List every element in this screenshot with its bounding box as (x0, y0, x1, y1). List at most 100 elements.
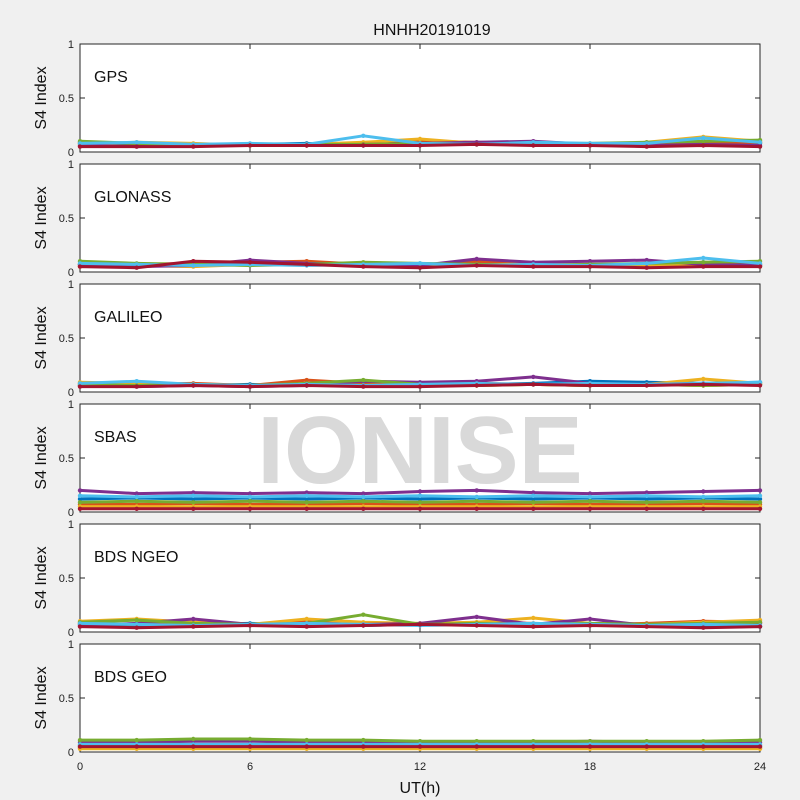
data-point (587, 259, 593, 264)
data-point (644, 261, 649, 266)
data-point (134, 384, 139, 389)
data-point (191, 496, 196, 502)
data-point (304, 262, 309, 267)
series-5 (77, 736, 763, 744)
data-point (644, 141, 649, 146)
data-point (701, 489, 706, 494)
data-point (644, 383, 649, 388)
series-4 (77, 488, 763, 496)
data-point (531, 382, 536, 387)
data-point (247, 499, 253, 504)
data-point (304, 490, 309, 495)
data-point (304, 506, 309, 511)
x-tick-label: 6 (247, 761, 253, 773)
data-point (417, 489, 423, 494)
x-tick-label: 0 (77, 761, 83, 773)
data-point (701, 260, 706, 265)
data-point (77, 500, 83, 505)
data-point (531, 374, 536, 380)
data-point (191, 259, 196, 264)
y-tick-label: 0 (68, 387, 74, 399)
data-point (247, 491, 253, 496)
data-point (134, 506, 139, 511)
data-point (247, 143, 253, 148)
data-point (757, 144, 763, 149)
data-point (531, 493, 536, 498)
data-point (304, 744, 309, 749)
y-tick-label: 0 (68, 627, 74, 639)
data-point (587, 264, 593, 269)
data-point (757, 500, 763, 505)
y-tick-label: 1 (68, 639, 74, 651)
data-point (701, 382, 706, 387)
data-point (191, 493, 196, 498)
data-point (134, 265, 139, 270)
data-point (361, 133, 366, 138)
y-axis-label: S4 Index (33, 306, 50, 369)
data-point (587, 506, 593, 511)
x-tick-label: 18 (584, 761, 596, 773)
data-point (757, 624, 763, 629)
data-point (417, 622, 423, 627)
data-point (587, 739, 593, 744)
data-point (757, 264, 763, 269)
panel-plot-area (79, 283, 761, 393)
panel-label: SBAS (94, 429, 137, 446)
data-point (701, 264, 706, 269)
data-point (361, 737, 366, 743)
data-point (417, 500, 423, 505)
data-point (644, 144, 649, 149)
data-point (757, 261, 763, 266)
data-point (644, 624, 649, 629)
panels-container: 0 0.5 1 S4 Index GPS 0 0.5 1 S4 Index GLONASS 0 0.5… (33, 39, 763, 759)
data-point (77, 488, 83, 493)
x-axis-label: UT(h) (400, 780, 441, 797)
data-point (531, 615, 536, 621)
panel-bds-ngeo: 0 0.5 1 S4 Index BDS NGEO (33, 519, 763, 639)
data-point (77, 621, 83, 626)
data-point (474, 623, 479, 628)
data-point (304, 621, 309, 626)
data-point (191, 490, 196, 495)
data-point (701, 744, 706, 749)
data-point (134, 494, 139, 500)
data-point (77, 506, 83, 511)
y-axis-label: S4 Index (33, 666, 50, 729)
data-point (474, 506, 479, 511)
data-point (134, 622, 139, 627)
y-tick-label: 0.5 (59, 453, 74, 465)
data-point (77, 493, 83, 498)
panel-label: BDS NGEO (94, 549, 178, 566)
series-7 (77, 382, 763, 389)
data-point (701, 143, 706, 148)
data-point (701, 739, 706, 744)
data-point (701, 506, 706, 511)
data-point (361, 499, 366, 504)
data-point (701, 139, 706, 144)
panel-plot-area (79, 523, 761, 633)
data-point (474, 739, 479, 744)
data-point (191, 736, 196, 742)
y-tick-label: 1 (68, 519, 74, 531)
y-tick-label: 0 (68, 147, 74, 159)
data-point (701, 135, 706, 141)
y-tick-label: 0 (68, 507, 74, 519)
data-point (757, 737, 763, 743)
data-point (247, 506, 253, 511)
data-point (701, 494, 706, 500)
data-point (191, 744, 196, 749)
y-axis-label: S4 Index (33, 546, 50, 609)
data-point (587, 494, 593, 500)
data-point (77, 261, 83, 266)
data-point (191, 624, 196, 629)
data-point (474, 256, 479, 262)
y-tick-label: 0.5 (59, 693, 74, 705)
watermark: IONISE (257, 397, 582, 504)
y-tick-label: 1 (68, 279, 74, 291)
data-point (701, 255, 706, 261)
panel-plot-area (79, 43, 761, 153)
data-point (531, 739, 536, 744)
data-point (304, 616, 309, 622)
data-point (134, 491, 139, 496)
